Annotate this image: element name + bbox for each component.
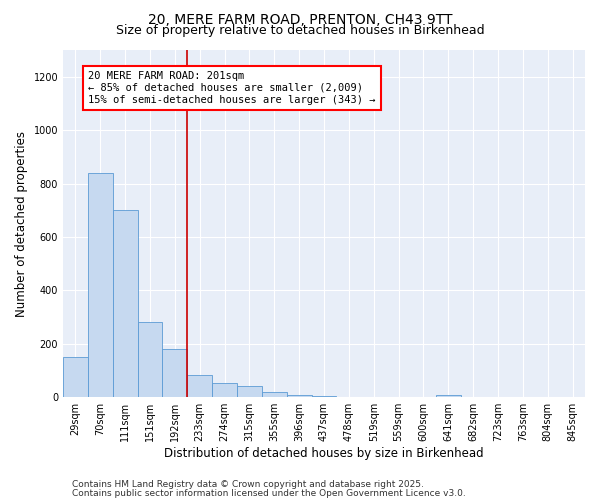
Text: Contains HM Land Registry data © Crown copyright and database right 2025.: Contains HM Land Registry data © Crown c… (72, 480, 424, 489)
Bar (113, 210, 137, 397)
Bar (436, 395, 461, 397)
Text: Size of property relative to detached houses in Birkenhead: Size of property relative to detached ho… (116, 24, 484, 37)
Bar (63, 357, 88, 397)
Bar (237, 386, 262, 397)
Y-axis label: Number of detached properties: Number of detached properties (15, 130, 28, 316)
Bar (88, 173, 113, 397)
Bar (137, 322, 163, 397)
Bar (287, 395, 311, 397)
Text: 20, MERE FARM ROAD, PRENTON, CH43 9TT: 20, MERE FARM ROAD, PRENTON, CH43 9TT (148, 12, 452, 26)
Bar (311, 396, 337, 397)
Bar (262, 392, 287, 397)
X-axis label: Distribution of detached houses by size in Birkenhead: Distribution of detached houses by size … (164, 447, 484, 460)
Bar (212, 382, 237, 397)
Text: 20 MERE FARM ROAD: 201sqm
← 85% of detached houses are smaller (2,009)
15% of se: 20 MERE FARM ROAD: 201sqm ← 85% of detac… (88, 72, 376, 104)
Text: Contains public sector information licensed under the Open Government Licence v3: Contains public sector information licen… (72, 488, 466, 498)
Bar (187, 374, 212, 397)
Bar (163, 349, 187, 397)
